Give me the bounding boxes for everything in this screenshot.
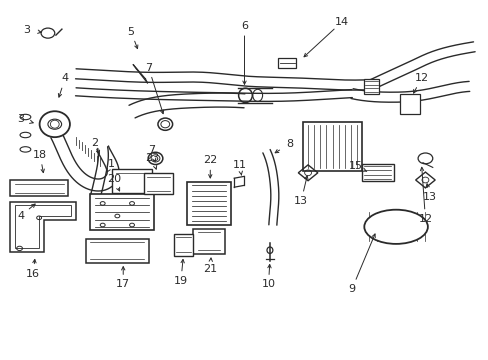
Text: 1: 1 [108,159,115,169]
Text: 3: 3 [23,24,30,35]
Text: 6: 6 [241,21,247,31]
FancyBboxPatch shape [144,173,172,194]
Text: 10: 10 [261,279,275,289]
Text: 22: 22 [203,155,217,165]
Text: 11: 11 [232,160,246,170]
FancyBboxPatch shape [173,234,193,256]
Text: 18: 18 [33,150,47,160]
Text: 12: 12 [414,73,427,84]
Text: 17: 17 [116,279,130,289]
FancyBboxPatch shape [303,122,361,171]
Text: 7: 7 [145,63,152,73]
Text: 5: 5 [127,27,134,37]
Text: 8: 8 [285,139,292,149]
FancyBboxPatch shape [85,239,149,263]
FancyBboxPatch shape [364,79,378,94]
Ellipse shape [148,152,163,165]
Text: 4: 4 [61,73,68,84]
FancyBboxPatch shape [90,194,154,230]
FancyBboxPatch shape [112,169,151,193]
Text: 16: 16 [26,269,40,279]
Text: 13: 13 [422,192,435,202]
Text: 19: 19 [174,276,187,286]
Text: 13: 13 [294,196,307,206]
Text: 21: 21 [203,264,217,274]
FancyBboxPatch shape [399,94,419,114]
Text: 14: 14 [335,17,348,27]
Text: 12: 12 [418,214,431,224]
Text: 2: 2 [91,138,98,148]
Text: 23: 23 [145,153,159,163]
Text: 4: 4 [17,211,24,221]
Text: 7: 7 [148,145,155,156]
Text: 9: 9 [348,284,355,294]
FancyBboxPatch shape [186,182,230,225]
Text: 3: 3 [17,114,24,124]
Text: 20: 20 [107,174,121,184]
Ellipse shape [364,210,427,244]
FancyBboxPatch shape [277,58,296,68]
Text: 15: 15 [348,161,362,171]
Ellipse shape [158,118,172,130]
Ellipse shape [40,111,70,137]
FancyBboxPatch shape [193,229,224,254]
FancyBboxPatch shape [361,164,393,181]
